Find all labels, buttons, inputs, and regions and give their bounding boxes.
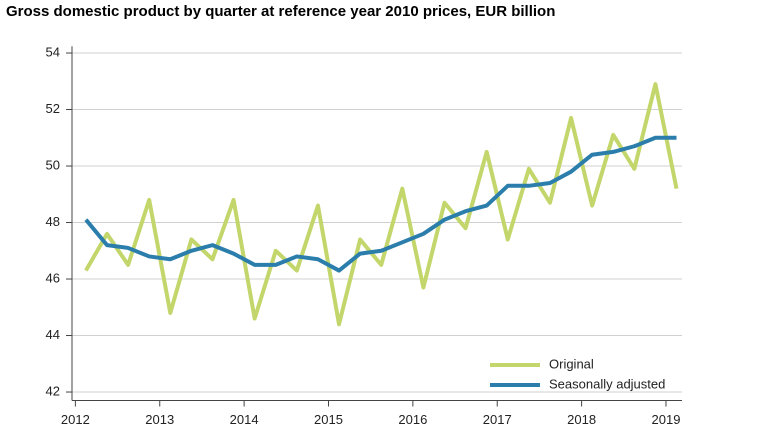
y-tick-label: 50 (46, 157, 60, 172)
x-tick-label: 2013 (145, 412, 174, 427)
x-tick-label: 2018 (567, 412, 596, 427)
x-tick-label: 2014 (230, 412, 259, 427)
x-tick-label: 2019 (652, 412, 681, 427)
y-tick-label: 42 (46, 383, 60, 398)
legend-label: Original (549, 356, 594, 371)
y-tick-label: 44 (46, 327, 60, 342)
series-line (84, 135, 677, 273)
chart-title: Gross domestic product by quarter at ref… (6, 3, 555, 20)
y-tick-label: 48 (46, 214, 60, 229)
legend-label: Seasonally adjusted (549, 376, 665, 391)
series-line (84, 82, 679, 327)
x-tick-label: 2015 (314, 412, 343, 427)
x-tick-label: 2017 (483, 412, 512, 427)
x-tick-label: 2016 (398, 412, 427, 427)
y-tick-label: 54 (46, 44, 60, 59)
x-tick-label: 2012 (61, 412, 90, 427)
y-tick-label: 52 (46, 101, 60, 116)
y-tick-label: 46 (46, 270, 60, 285)
